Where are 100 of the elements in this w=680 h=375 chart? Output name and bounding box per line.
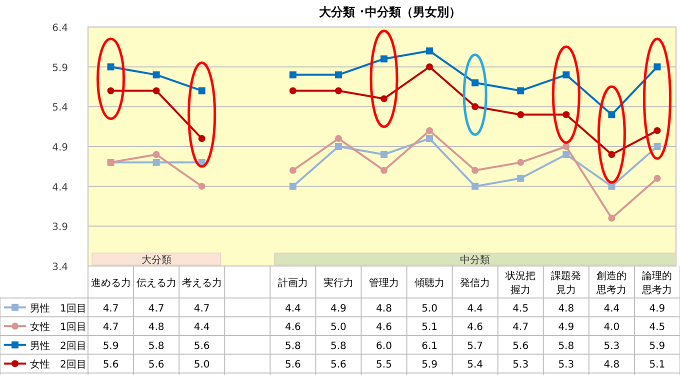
point <box>562 71 570 78</box>
data-label: 6.1 <box>422 340 438 352</box>
data-label: 5.6 <box>194 340 210 352</box>
point <box>517 111 524 118</box>
point <box>152 87 160 94</box>
data-label: 4.8 <box>148 322 164 334</box>
point <box>198 87 206 94</box>
data-label: 5.5 <box>376 360 392 371</box>
y-tick-label: 6.4 <box>52 23 68 34</box>
y-tick-label: 3.9 <box>52 222 68 234</box>
point <box>289 182 296 190</box>
data-label: 5.6 <box>102 360 119 371</box>
annotation: 中分類 <box>460 254 490 266</box>
point <box>472 166 479 174</box>
data-label: 5.9 <box>649 340 666 352</box>
point <box>654 174 661 182</box>
point <box>380 166 388 174</box>
y-tick-label: 4.4 <box>52 182 68 194</box>
point <box>654 127 661 134</box>
point <box>654 143 661 150</box>
data-label: 4.4 <box>284 303 301 314</box>
data-label: 4.7 <box>102 303 119 314</box>
point <box>426 127 434 134</box>
point <box>152 158 160 166</box>
data-label: 5.1 <box>422 322 438 334</box>
data-label: 4.4 <box>467 303 484 314</box>
data-label: 4.7 <box>194 303 210 314</box>
data-label: 5.3 <box>512 360 529 371</box>
legend-label: 女性 1回目 <box>30 321 86 334</box>
data-label: 4.6 <box>467 322 484 334</box>
data-label: 5.6 <box>512 340 529 352</box>
x-tick-label: 伝える力 <box>136 277 176 289</box>
data-label: 4.4 <box>604 303 620 314</box>
data-label: 5.3 <box>558 360 574 371</box>
point <box>152 150 160 158</box>
y-tick-label: 5.9 <box>52 62 68 74</box>
data-label: 4.9 <box>558 322 574 334</box>
point <box>426 135 434 142</box>
point <box>608 214 616 222</box>
chart-title: 大分類 ･中分類（男女別） <box>318 5 462 19</box>
data-label: 4.9 <box>649 303 666 314</box>
data-label: 5.8 <box>558 340 574 352</box>
point <box>562 150 570 158</box>
x-tick-label: 論理的思考力 <box>641 270 672 296</box>
point <box>426 63 434 70</box>
point <box>334 135 342 142</box>
x-tick-label: 管理力 <box>369 277 399 289</box>
y-tick-label: 5.4 <box>52 102 68 114</box>
x-tick-label: 創造的思考力 <box>596 270 627 296</box>
x-tick-label: 進める力 <box>90 277 131 289</box>
legend-label: 男性 2回目 <box>30 340 86 352</box>
data-label: 5.9 <box>422 360 438 371</box>
y-tick-label: 3.4 <box>52 262 68 273</box>
point <box>472 103 479 110</box>
point <box>380 95 388 102</box>
data-label: 5.6 <box>284 360 301 371</box>
data-label: 5.0 <box>194 360 210 371</box>
data-label: 5.8 <box>284 340 301 352</box>
point <box>517 158 524 166</box>
x-tick-label: 発信力 <box>460 277 490 289</box>
data-label: 4.6 <box>284 322 301 334</box>
data-label: 5.6 <box>330 360 346 371</box>
data-label: 5.4 <box>467 360 484 371</box>
data-label: 4.7 <box>512 322 529 334</box>
x-tick-label: 傾聴力 <box>414 277 445 289</box>
point <box>472 182 479 190</box>
data-label: 6.0 <box>376 340 392 352</box>
data-label: 4.8 <box>558 303 574 314</box>
point <box>289 71 296 78</box>
point <box>107 87 114 94</box>
data-label: 4.7 <box>148 303 164 314</box>
data-label: 4.4 <box>194 322 210 334</box>
data-label: 4.7 <box>102 322 119 334</box>
point <box>426 47 434 54</box>
data-label: 4.0 <box>604 322 620 334</box>
point <box>517 87 524 94</box>
point <box>289 87 296 94</box>
data-label: 5.8 <box>148 340 164 352</box>
data-label: 5.7 <box>467 340 484 352</box>
data-label: 4.5 <box>649 322 666 334</box>
data-label: 4.5 <box>512 303 529 314</box>
data-label: 5.0 <box>330 322 346 334</box>
point <box>380 150 388 158</box>
data-label: 5.6 <box>148 360 164 371</box>
x-tick-label: 実行力 <box>323 277 354 289</box>
point <box>472 79 479 86</box>
point <box>107 63 114 70</box>
legend-label: 男性 1回目 <box>30 302 86 314</box>
data-label: 4.9 <box>330 303 346 314</box>
data-label: 4.6 <box>376 322 392 334</box>
point <box>152 71 160 78</box>
annotation: 大分類 <box>141 254 172 266</box>
x-tick-label: 計画力 <box>278 277 308 289</box>
data-label: 5.1 <box>649 360 666 371</box>
data-label: 5.0 <box>422 303 438 314</box>
point <box>562 143 570 150</box>
data-label: 5.9 <box>102 340 119 352</box>
x-tick-label: 状況把握力 <box>504 270 536 296</box>
legend-label: 女性 2回目 <box>30 358 86 371</box>
x-tick-label: 課題発見力 <box>551 270 582 296</box>
